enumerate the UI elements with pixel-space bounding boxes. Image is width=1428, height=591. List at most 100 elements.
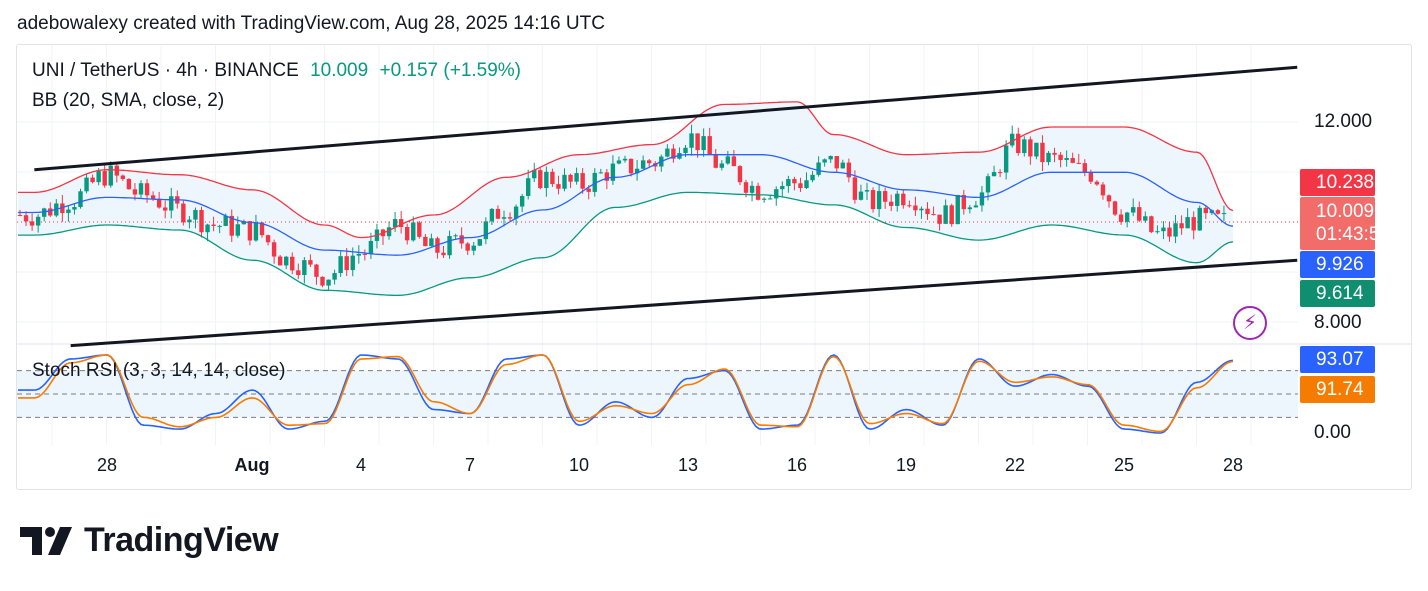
x-label: 4 xyxy=(355,455,367,475)
candle xyxy=(810,174,815,181)
candle xyxy=(840,162,845,169)
candle xyxy=(616,160,622,164)
candle xyxy=(453,235,458,237)
candle xyxy=(132,189,138,195)
candle xyxy=(1034,142,1039,157)
x-label: 28 xyxy=(1222,455,1244,475)
bb-basis-tag: 9.926 xyxy=(1300,251,1375,278)
candle xyxy=(223,215,228,226)
candle xyxy=(1137,207,1142,221)
stoch-d-tag: 91.74 xyxy=(1300,376,1375,403)
candle xyxy=(241,221,247,225)
trendline xyxy=(70,258,1298,348)
candle xyxy=(1040,142,1045,163)
candle xyxy=(181,203,186,223)
candle xyxy=(961,194,966,210)
candle xyxy=(1094,181,1100,185)
candle xyxy=(538,170,543,189)
candle xyxy=(1112,201,1118,215)
candle xyxy=(29,221,35,226)
candle xyxy=(405,226,410,241)
candle xyxy=(979,192,985,206)
candle xyxy=(913,205,918,211)
candle xyxy=(423,236,428,247)
candle xyxy=(1046,152,1051,163)
candle xyxy=(513,206,519,219)
candle xyxy=(1197,207,1202,231)
candle xyxy=(755,185,761,200)
candle xyxy=(1058,154,1063,160)
candle xyxy=(459,235,464,244)
bb-indicator-label[interactable]: BB (20, SMA, close, 2) xyxy=(32,90,225,111)
candle xyxy=(205,224,210,233)
candle xyxy=(604,172,610,181)
candle xyxy=(622,158,628,161)
candle xyxy=(156,198,162,208)
candle xyxy=(1131,207,1136,213)
candle xyxy=(483,221,489,240)
candle xyxy=(1221,213,1227,215)
candle xyxy=(580,173,585,189)
candle xyxy=(350,255,355,271)
candle xyxy=(229,215,234,236)
candle xyxy=(634,168,640,174)
candle xyxy=(290,256,295,271)
candle xyxy=(429,238,434,247)
candle xyxy=(169,196,174,211)
symbol-header[interactable]: UNI / TetherUS · 4h · BINANCE 10.009 +0.… xyxy=(32,60,521,82)
candle xyxy=(259,222,265,236)
candle xyxy=(35,216,41,226)
candle xyxy=(1149,216,1154,233)
tradingview-logo[interactable]: TradingView xyxy=(20,521,279,560)
countdown-timer: 01:43:57 xyxy=(1316,224,1390,245)
candle xyxy=(90,177,95,183)
candle xyxy=(574,173,579,182)
candle xyxy=(822,159,827,163)
chart-frame xyxy=(16,44,1412,490)
candle xyxy=(792,179,797,184)
candle xyxy=(338,256,343,274)
candle xyxy=(17,214,23,216)
candle xyxy=(967,207,973,210)
candle xyxy=(804,180,809,189)
candle xyxy=(876,191,882,210)
stoch-rsi-label[interactable]: Stoch RSI (3, 3, 14, 14, close) xyxy=(32,360,286,381)
candle xyxy=(592,172,597,192)
x-label: 16 xyxy=(786,455,808,475)
candle xyxy=(150,195,156,199)
bb-upper-line xyxy=(18,101,1234,239)
candle xyxy=(1064,158,1069,160)
candle xyxy=(507,217,513,219)
candle xyxy=(193,209,198,220)
candle xyxy=(253,222,259,241)
candle xyxy=(919,208,924,211)
candle xyxy=(1203,207,1208,214)
candle xyxy=(187,219,192,223)
candle xyxy=(701,136,706,151)
candle xyxy=(211,224,216,226)
candle xyxy=(834,156,839,169)
candle xyxy=(526,178,531,196)
candle xyxy=(217,225,222,227)
x-label: 13 xyxy=(677,455,699,475)
tradingview-logo-text: TradingView xyxy=(84,521,279,559)
candle xyxy=(743,182,749,193)
symbol-label[interactable]: UNI / TetherUS · 4h · BINANCE xyxy=(32,60,299,81)
candle xyxy=(477,239,482,246)
candle xyxy=(356,253,361,256)
candle xyxy=(1215,210,1221,214)
price-tick-8: 8.000 xyxy=(1314,312,1362,333)
bb-fill xyxy=(18,101,1233,296)
candle xyxy=(235,224,240,236)
candle xyxy=(937,214,942,224)
candle xyxy=(780,186,785,190)
candle xyxy=(163,207,168,211)
candle xyxy=(568,174,573,182)
lightning-icon[interactable]: ⚡ xyxy=(1233,306,1267,340)
candle xyxy=(501,217,507,219)
candle xyxy=(713,154,718,168)
candle xyxy=(392,219,398,228)
candle xyxy=(1070,158,1075,163)
bb-lower-line xyxy=(18,191,1234,297)
